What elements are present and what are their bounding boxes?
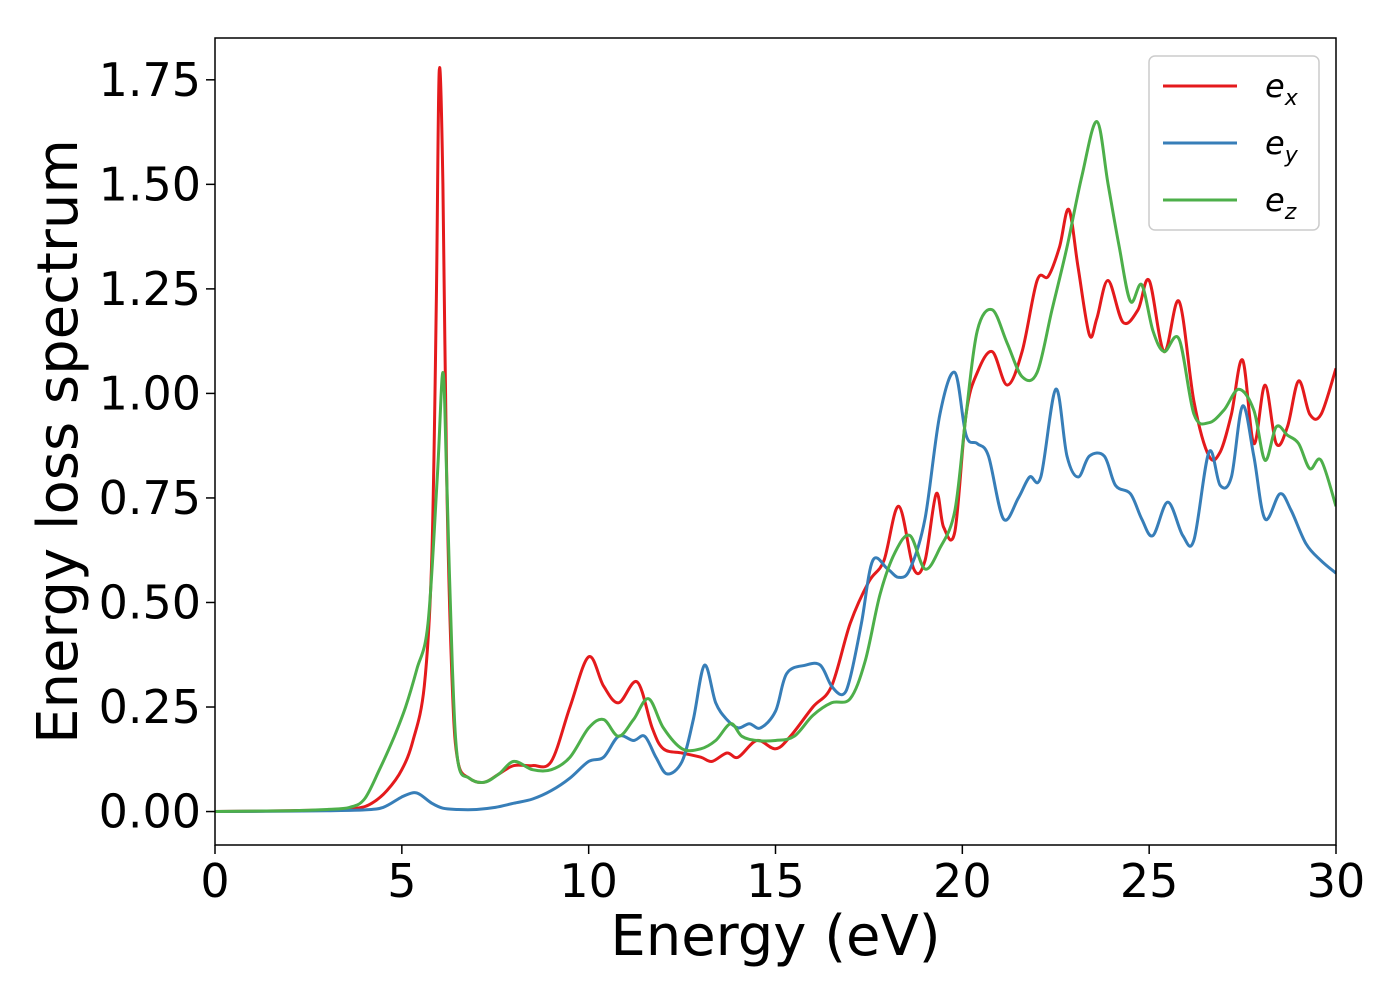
series-line-x — [215, 66, 1336, 813]
y-tick-label: 0.25 — [99, 680, 201, 734]
x-tick-label: 0 — [200, 854, 229, 908]
x-tick-label: 5 — [387, 854, 416, 908]
y-tick-label: 1.25 — [99, 262, 201, 316]
x-axis-title: Energy (eV) — [610, 904, 940, 969]
y-tick-label: 0.50 — [99, 575, 201, 629]
y-tick-label: 1.00 — [99, 366, 201, 420]
legend: ex ey ez — [1148, 55, 1320, 231]
series-line-y — [215, 370, 1336, 813]
x-tick-label: 20 — [933, 854, 992, 908]
x-tick-label: 10 — [559, 854, 618, 908]
x-tick-label: 30 — [1307, 854, 1366, 908]
y-axis-title: Energy loss spectrum — [26, 139, 91, 744]
x-tick-label: 15 — [746, 854, 805, 908]
x-tick-label: 25 — [1120, 854, 1179, 908]
legend-label-x: ex — [1265, 67, 1299, 111]
series-line-z — [215, 120, 1336, 813]
legend-label-z: ez — [1265, 181, 1297, 225]
y-tick-label: 0.00 — [99, 785, 201, 839]
y-tick-label: 0.75 — [99, 471, 201, 525]
axes-layer: 0 5 10 15 20 25 30 0.00 0.25 0.50 0.75 1.00 1.25 1.50… — [99, 37, 1366, 908]
series-layer — [215, 66, 1336, 813]
y-tick-label: 1.50 — [99, 157, 201, 211]
y-tick-label: 1.75 — [99, 53, 201, 107]
legend-label-y: ey — [1265, 124, 1299, 168]
